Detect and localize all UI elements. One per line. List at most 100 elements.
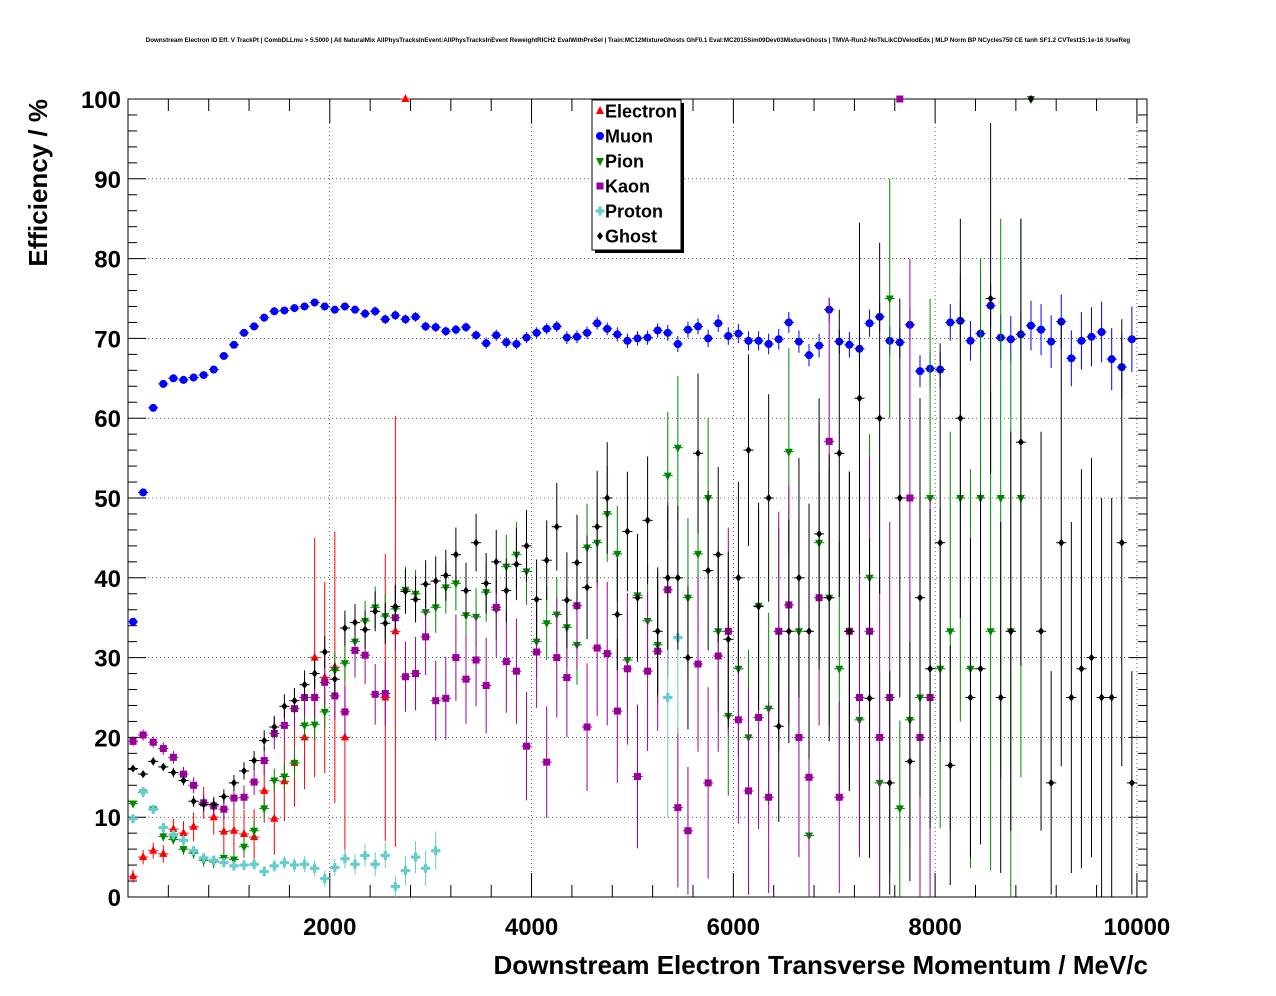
data-point [189, 846, 199, 856]
data-point [1037, 325, 1046, 334]
data-point [583, 723, 591, 731]
data-point [270, 307, 279, 316]
data-point [140, 770, 147, 779]
data-point [573, 558, 580, 567]
data-point [301, 680, 308, 689]
data-point [270, 777, 279, 786]
data-point [199, 371, 208, 380]
x-tick-label: 10000 [1104, 914, 1171, 941]
data-point [673, 444, 682, 453]
data-point [321, 678, 329, 686]
data-point [411, 312, 420, 321]
data-point [966, 336, 975, 345]
data-point [139, 852, 148, 861]
data-point [331, 675, 338, 684]
data-point [785, 627, 792, 636]
data-point [654, 627, 661, 636]
data-point [380, 851, 390, 861]
data-point [381, 315, 390, 324]
data-point [826, 593, 833, 602]
data-point [150, 757, 157, 766]
chart-title: Downstream Electron ID Eff. V TrackPt | … [146, 37, 1131, 44]
data-point [795, 573, 802, 582]
y-tick-label: 70 [94, 326, 121, 353]
data-point [724, 332, 733, 341]
data-point [341, 708, 349, 716]
data-point [472, 656, 480, 664]
data-point [896, 494, 903, 502]
data-point [158, 823, 168, 833]
data-point [663, 472, 672, 481]
data-point [372, 607, 379, 616]
data-point [644, 516, 651, 525]
data-point [755, 713, 763, 721]
data-point [269, 861, 279, 871]
data-point [251, 756, 258, 765]
data-point [229, 861, 239, 871]
data-point [138, 787, 148, 797]
data-point [180, 776, 187, 785]
y-tick-label: 0 [108, 885, 121, 912]
data-point [392, 602, 399, 611]
data-point [734, 716, 742, 724]
data-point [320, 874, 330, 884]
x-tick-label: 2000 [303, 914, 356, 941]
data-point [250, 827, 259, 836]
data-point [340, 854, 350, 864]
data-point [271, 723, 278, 732]
data-point [351, 646, 359, 654]
data-point [250, 322, 259, 331]
data-point [906, 494, 914, 502]
data-point [1118, 538, 1125, 547]
data-point [159, 833, 168, 842]
data-point [1017, 438, 1024, 447]
data-point [169, 753, 177, 761]
data-point [482, 682, 490, 690]
data-point [1078, 664, 1085, 673]
data-point [705, 566, 712, 575]
data-point [562, 333, 571, 342]
data-point [714, 652, 722, 660]
data-point [794, 337, 803, 346]
data-point [1088, 653, 1095, 662]
data-point [865, 319, 874, 328]
data-point [230, 778, 237, 787]
data-point [310, 652, 319, 661]
data-point [523, 541, 530, 550]
data-point [835, 665, 844, 674]
data-point [391, 311, 400, 320]
data-point [1026, 321, 1035, 330]
data-point [300, 302, 309, 311]
x-tick-label: 6000 [707, 914, 760, 941]
data-point [451, 580, 460, 589]
data-point [320, 708, 329, 717]
data-point [129, 617, 138, 626]
data-point [219, 858, 229, 868]
data-point [977, 664, 984, 673]
data-point [400, 866, 410, 876]
data-point [584, 583, 591, 592]
data-point [442, 694, 450, 702]
data-point [836, 449, 843, 458]
data-point [229, 340, 238, 349]
data-point [148, 804, 158, 814]
legend-label-kaon: Kaon [605, 177, 650, 197]
data-point [473, 538, 480, 547]
data-point [613, 707, 621, 715]
data-point [765, 793, 773, 801]
data-point [542, 620, 551, 629]
data-point [361, 651, 369, 659]
data-point [806, 627, 813, 636]
data-point [533, 648, 541, 656]
data-point [906, 757, 913, 766]
data-point [683, 325, 692, 334]
data-point [916, 593, 923, 602]
data-point [351, 305, 360, 314]
legend-marker-muon [596, 132, 604, 140]
data-point [189, 821, 198, 830]
data-point [209, 365, 218, 374]
data-point [735, 573, 742, 582]
data-point [542, 324, 551, 333]
y-tick-label: 20 [94, 725, 121, 752]
